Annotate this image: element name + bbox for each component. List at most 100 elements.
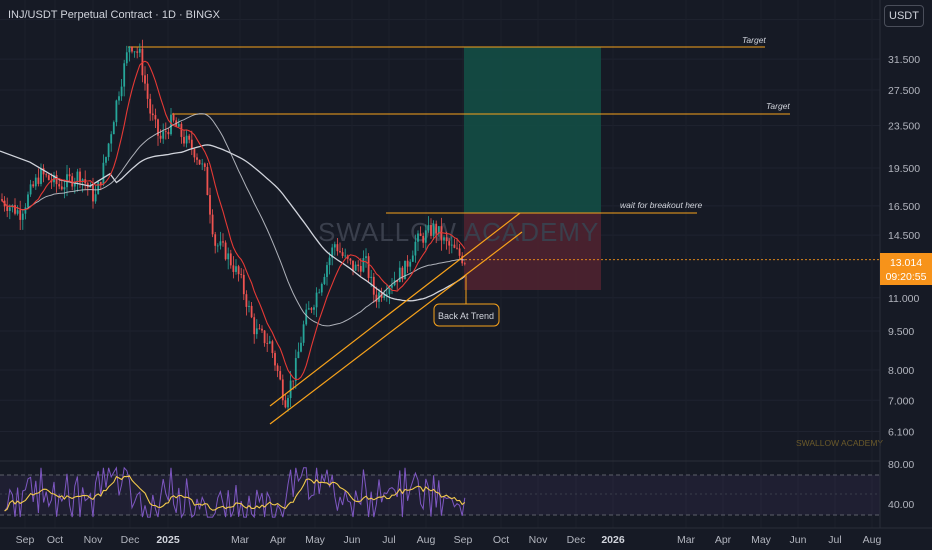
candle-body-155 [404, 260, 406, 280]
candle-body-36 [94, 194, 97, 202]
target-label-1: Target [742, 35, 766, 45]
candle-body-94 [245, 294, 248, 307]
candle-body-117 [305, 309, 308, 325]
y-tick-label-7: 11.000 [888, 293, 919, 305]
chart-title: INJ/USDT Perpetual Contract · 1D · BINGX [8, 9, 220, 21]
candle-body-160 [417, 233, 419, 242]
y-tick-label-4: 19.500 [888, 163, 920, 175]
candle-body-111 [289, 380, 292, 399]
candle-body-82 [214, 234, 217, 246]
candle-body-170 [443, 237, 445, 241]
x-tick-label-9: Jul [382, 534, 395, 546]
candle-body-14 [37, 177, 40, 184]
candle-body-134 [349, 258, 352, 261]
candle-body-12 [32, 184, 35, 187]
candle-body-0 [1, 199, 3, 201]
candle-body-109 [284, 400, 287, 408]
candle-body-10 [27, 194, 29, 208]
candle-body-35 [92, 184, 94, 202]
candle-body-86 [224, 242, 227, 260]
x-tick-label-21: Aug [863, 534, 882, 546]
currency-button[interactable]: USDT [884, 5, 924, 27]
candle-body-168 [437, 226, 440, 234]
x-tick-label-14: Dec [567, 534, 586, 546]
candle-body-68 [177, 123, 180, 127]
rsi-ma-line [4, 475, 466, 512]
candle-body-96 [250, 305, 253, 318]
candle-body-69 [180, 123, 183, 137]
candle-body-44 [115, 100, 118, 123]
candle-body-78 [203, 163, 206, 167]
candle-body-137 [357, 264, 360, 267]
x-tick-label-5: Mar [231, 534, 250, 546]
candle-body-92 [240, 274, 243, 275]
x-tick-label-2: Nov [84, 534, 103, 546]
candle-body-112 [292, 380, 295, 382]
candle-body-71 [185, 135, 188, 144]
candle-body-52 [136, 51, 139, 53]
candle-body-26 [68, 174, 71, 177]
x-tick-label-7: May [305, 534, 326, 546]
candle-body-105 [274, 353, 276, 366]
last-price-tag: 13.014 09:20:55 [880, 253, 932, 285]
candle-body-124 [323, 276, 326, 284]
candle-body-29 [76, 171, 79, 182]
candle-body-15 [40, 168, 42, 184]
candle-body-154 [401, 267, 404, 280]
candle-body-50 [131, 46, 133, 52]
candle-body-51 [133, 51, 136, 53]
candle-body-77 [201, 163, 204, 165]
candle-body-101 [263, 330, 266, 344]
rsi-axis: 80.00 40.00 [888, 459, 914, 511]
x-tick-label-17: Apr [715, 534, 732, 546]
candle-body-81 [211, 214, 214, 235]
candle-body-80 [209, 195, 211, 215]
candle-body-39 [102, 162, 105, 185]
candle-body-87 [227, 253, 230, 260]
candle-body-70 [183, 136, 185, 144]
candle-body-60 [157, 119, 159, 136]
candle-body-175 [456, 247, 458, 249]
candle-body-173 [450, 244, 453, 246]
candle-body-73 [190, 139, 193, 150]
candle-body-149 [388, 287, 391, 295]
x-tick-label-3: Dec [121, 534, 140, 546]
trendline-lower [269, 231, 523, 425]
candle-body-178 [463, 263, 466, 265]
x-tick-label-12: Oct [493, 534, 509, 546]
candle-body-2 [6, 206, 9, 212]
candle-body-63 [164, 131, 167, 133]
candle-body-84 [219, 241, 222, 246]
candle-body-16 [42, 168, 45, 175]
candle-body-107 [279, 371, 282, 380]
candle-body-8 [21, 213, 24, 220]
candle-body-148 [385, 294, 388, 296]
x-tick-label-4: 2025 [156, 534, 180, 546]
candle-body-126 [328, 257, 331, 266]
candle-body-174 [453, 244, 456, 248]
candle-body-53 [138, 48, 141, 53]
candle-body-163 [424, 230, 427, 243]
candle-body-11 [29, 184, 32, 195]
target-label-2: Target [766, 101, 790, 111]
ema-short-line [1, 60, 466, 380]
x-tick-label-8: Jun [344, 534, 361, 546]
candle-body-74 [193, 149, 196, 158]
candle-body-106 [276, 365, 279, 372]
callout-text: Back At Trend [438, 311, 494, 321]
candle-body-41 [107, 143, 110, 158]
candle-body-89 [232, 265, 235, 272]
candle-body-37 [97, 181, 100, 195]
candle-body-98 [255, 328, 258, 335]
candle-body-23 [60, 186, 63, 190]
candle-body-28 [73, 181, 76, 187]
x-tick-label-20: Jul [828, 534, 841, 546]
candle-body-142 [370, 276, 373, 279]
rsi-tick-label-0: 80.00 [888, 459, 914, 471]
candle-body-57 [149, 98, 152, 114]
y-tick-label-2: 27.500 [888, 85, 920, 97]
candle-body-129 [336, 244, 339, 252]
rsi-line [4, 466, 466, 519]
grid [0, 19, 880, 433]
